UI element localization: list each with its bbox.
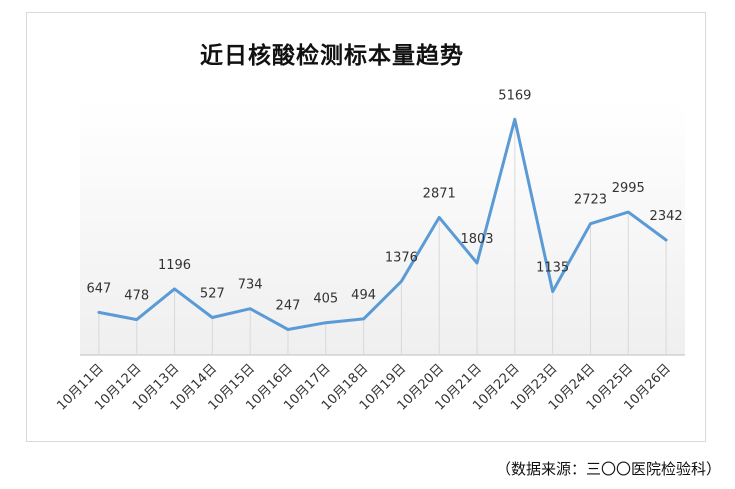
data-label: 5169 (498, 88, 531, 103)
data-label: 2871 (423, 186, 456, 201)
chart-title: 近日核酸检测标本量趋势 (200, 43, 464, 69)
data-label: 1135 (536, 261, 569, 276)
data-label: 405 (313, 292, 338, 307)
data-label: 527 (200, 287, 225, 302)
data-label: 2723 (574, 193, 607, 208)
data-label: 647 (86, 281, 111, 296)
data-label: 1803 (460, 232, 493, 247)
data-label: 494 (351, 288, 376, 303)
data-label: 2342 (650, 209, 683, 224)
data-label: 1196 (158, 258, 191, 273)
data-label: 478 (124, 289, 149, 304)
plot-area (80, 100, 685, 355)
data-label: 734 (238, 278, 263, 293)
data-label: 247 (276, 298, 301, 313)
data-label: 2995 (612, 181, 645, 196)
series-line (97, 117, 668, 331)
source-note: （数据来源：三〇〇医院检验科） (495, 460, 721, 478)
data-label: 1376 (385, 250, 418, 265)
